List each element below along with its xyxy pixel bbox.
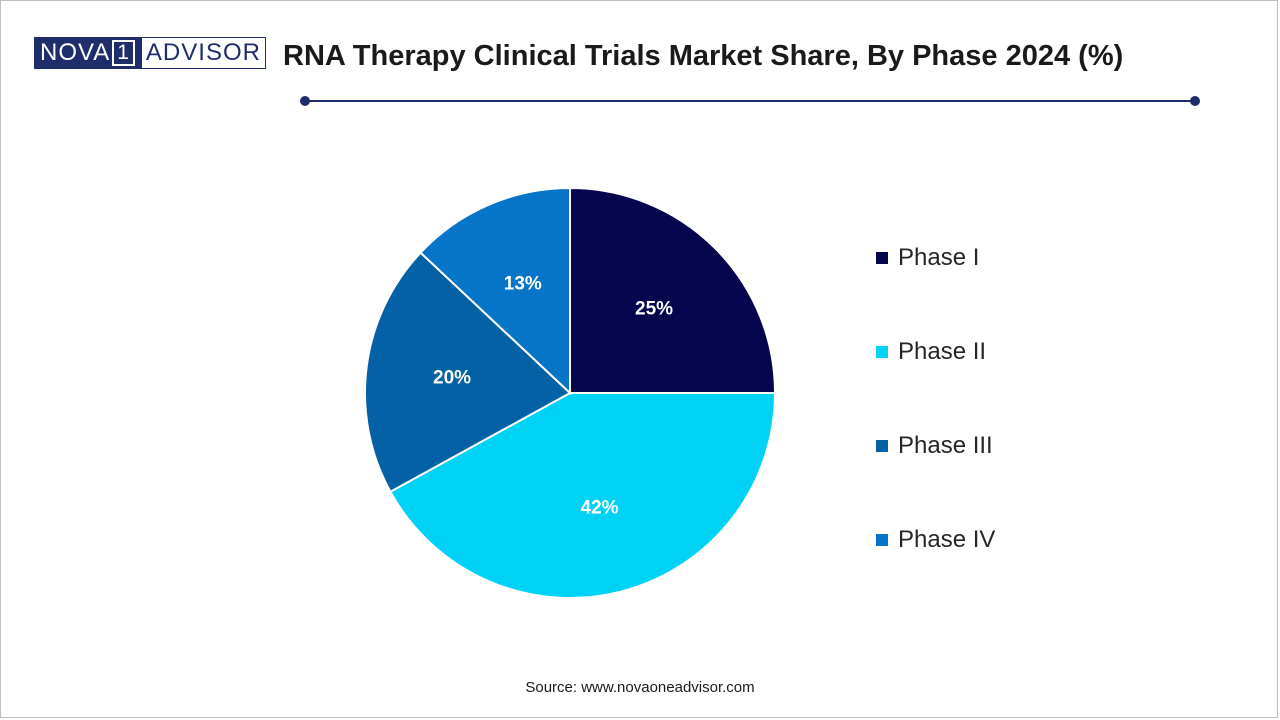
legend-item-phase-iv: Phase IV [876,522,1176,558]
legend-label: Phase IV [898,526,996,553]
legend-item-phase-i: Phase I [876,240,1176,276]
logo-text-nova: NOVA [40,39,111,66]
data-label-phase-i: 25% [635,298,673,319]
legend-label: Phase II [898,338,987,365]
pie-slice-phase-i [569,186,777,394]
divider-dot-left [300,96,310,106]
logo-text-advisor: ADVISOR [145,39,261,66]
legend-item-phase-iii: Phase III [876,428,1176,464]
pie-slice-phase-iii [364,251,572,494]
data-label-phase-ii: 42% [581,498,619,519]
legend-swatch [876,346,888,358]
pie-slice-phase-iv [419,186,571,396]
brand-logo: NOVA 1 ADVISOR [34,37,266,69]
legend-label: Phase I [898,244,980,271]
logo-text-one: 1 [112,40,135,66]
legend-swatch [876,534,888,546]
divider-line [304,100,1196,102]
data-label-phase-iv: 13% [504,273,542,294]
legend-swatch [876,252,888,264]
source-note: Source: www.novaoneadvisor.com [525,679,755,696]
legend-swatch [876,440,888,452]
title-divider [300,96,1200,106]
legend-label: Phase III [898,432,993,459]
divider-dot-right [1190,96,1200,106]
data-label-phase-iii: 20% [433,368,471,389]
logo-right-block: ADVISOR [140,37,266,69]
chart-title: RNA Therapy Clinical Trials Market Share… [283,40,1124,72]
chart-legend: Phase I Phase II Phase III Phase IV [876,240,1176,616]
legend-item-phase-ii: Phase II [876,334,1176,370]
pie-chart: 25% 42% 20% 13% [364,186,777,599]
pie-slice-phase-ii [388,392,777,599]
logo-left-block: NOVA 1 [34,37,141,69]
